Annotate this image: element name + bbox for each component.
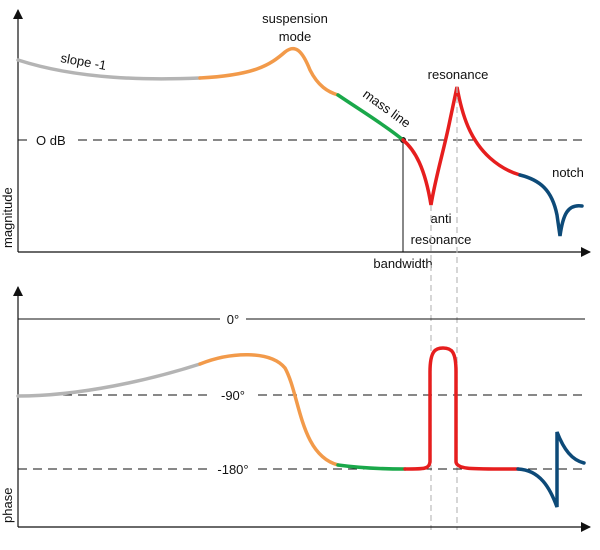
slope-annotation: slope -1 xyxy=(59,50,107,73)
phase-mass-line-segment xyxy=(336,463,407,471)
resonance-annotation: resonance xyxy=(428,67,489,82)
anti-resonance-annotation-line2: resonance xyxy=(411,232,472,247)
anti-resonance-annotation-line1: anti xyxy=(431,211,452,226)
phase-plot: phase 0° -90° -180° xyxy=(0,286,591,532)
phase-axis-label: phase xyxy=(0,488,15,523)
magnitude-resonance-segment xyxy=(401,86,522,206)
phase-level-minus-180-label: -180° xyxy=(217,462,248,477)
magnitude-plot: magnitude O dB bandwidth slope -1 suspen… xyxy=(0,9,591,271)
phase-slope-segment xyxy=(16,362,202,398)
magnitude-slope-segment xyxy=(16,58,202,81)
bandwidth-label: bandwidth xyxy=(373,256,432,271)
suspension-annotation-line2: mode xyxy=(279,29,312,44)
notch-annotation: notch xyxy=(552,165,584,180)
phase-notch-segment xyxy=(516,431,586,508)
zero-db-label: O dB xyxy=(36,133,66,148)
phase-level-0-label: 0° xyxy=(227,312,239,327)
phase-level-0-label-bg xyxy=(220,309,246,328)
mass-line-annotation: mass line xyxy=(360,86,413,130)
phase-level-minus-90-label: -90° xyxy=(221,388,245,403)
zero-db-label-bg xyxy=(30,130,72,148)
phase-level-minus-180-label-bg xyxy=(209,459,257,478)
phase-resonance-segment xyxy=(403,346,520,471)
magnitude-suspension-segment xyxy=(198,46,340,97)
magnitude-mass-line-segment xyxy=(336,93,405,142)
phase-suspension-segment xyxy=(198,353,340,467)
suspension-annotation-line1: suspension xyxy=(262,11,328,26)
phase-level-minus-90-label-bg xyxy=(213,385,253,404)
magnitude-notch-segment xyxy=(518,173,584,237)
magnitude-axis-label: magnitude xyxy=(0,187,15,248)
